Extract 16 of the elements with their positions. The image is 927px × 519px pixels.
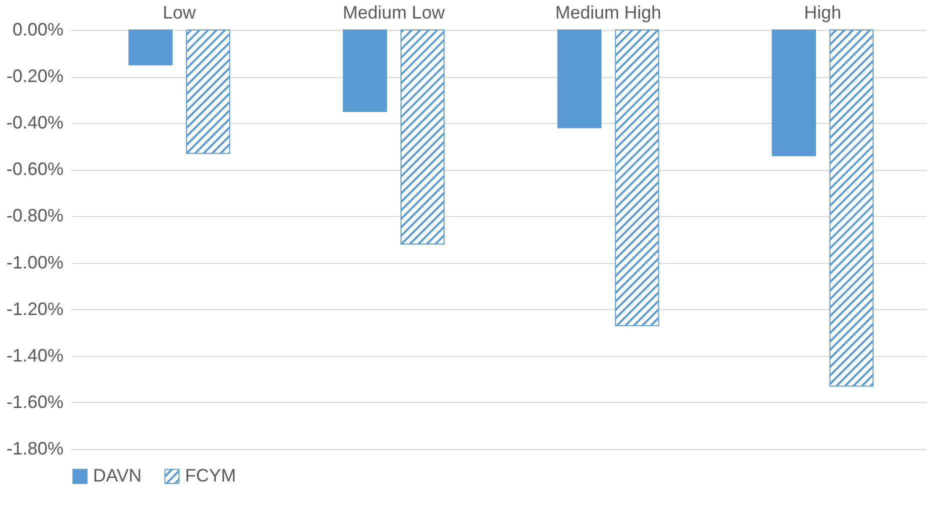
y-tick-label: -0.60% bbox=[6, 159, 64, 180]
y-tick-label: -1.20% bbox=[6, 298, 64, 319]
x-tick-label: Medium High bbox=[555, 2, 662, 22]
y-tick-label: -1.40% bbox=[6, 345, 64, 366]
y-tick-label: -1.00% bbox=[6, 252, 64, 272]
legend-label: DAVN bbox=[93, 465, 142, 486]
y-tick-label: 0.00% bbox=[12, 20, 64, 40]
x-tick-label: Medium Low bbox=[342, 2, 446, 22]
y-tick-label: -0.80% bbox=[6, 206, 64, 226]
x-tick-label: High bbox=[804, 2, 842, 22]
y-tick-label: -1.60% bbox=[6, 392, 64, 412]
y-tick-label: -1.80% bbox=[6, 438, 64, 458]
y-tick-label: -0.40% bbox=[6, 112, 64, 133]
y-tick-label: -0.20% bbox=[6, 66, 64, 86]
x-tick-label: Low bbox=[162, 2, 197, 22]
legend-label: FCYM bbox=[185, 465, 236, 486]
